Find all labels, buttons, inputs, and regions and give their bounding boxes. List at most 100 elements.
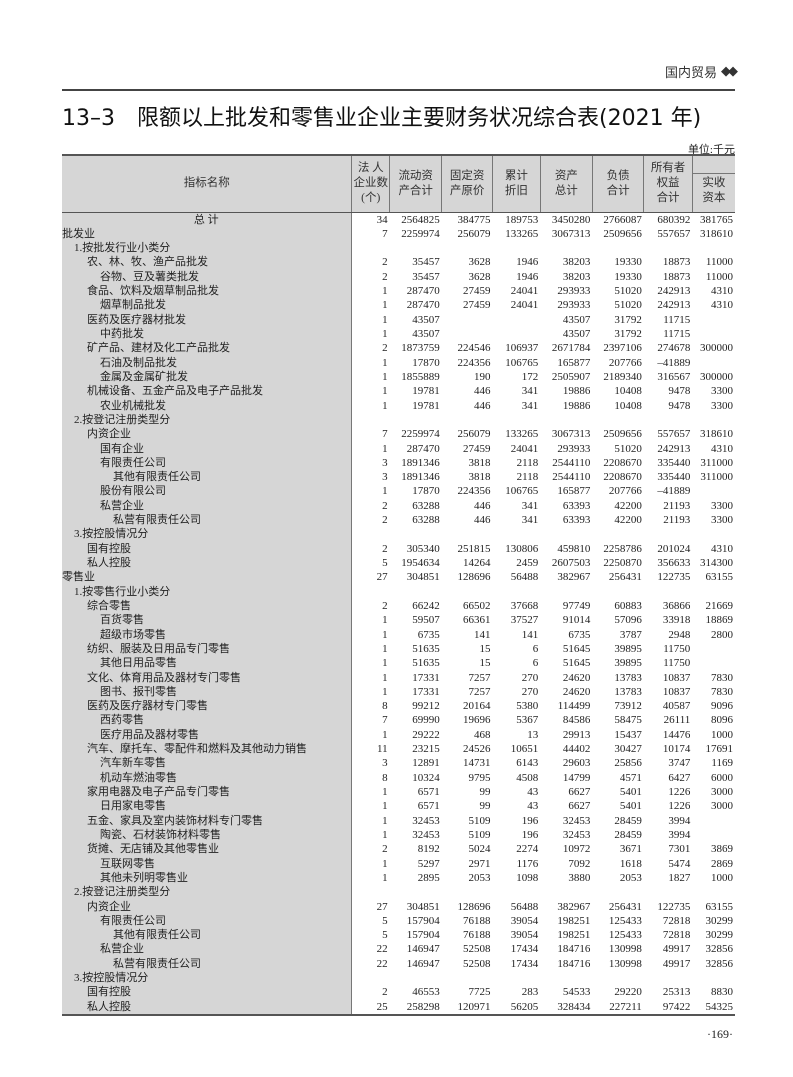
cell-paid-in-capital: 3300	[711, 385, 733, 398]
cell-owners-equity: 33918	[662, 614, 691, 627]
cell-liabilities: 51020	[614, 285, 642, 298]
cell-owners-equity: 25313	[662, 986, 691, 999]
cell-fixed-assets: 14731	[462, 757, 491, 770]
cell-legal-entities: 1	[382, 857, 388, 870]
cell-total-assets: 293933	[557, 285, 591, 298]
cell-paid-in-capital: 311000	[700, 471, 733, 484]
cell-owners-equity: 11750	[663, 642, 691, 655]
row-label: 文化、体育用品及器材专门零售	[62, 670, 353, 685]
cell-owners-equity: 72818	[662, 914, 691, 927]
cell-depreciation: 141	[521, 628, 539, 641]
cell-current-assets: 8192	[417, 843, 440, 856]
cell-paid-in-capital: 3300	[711, 399, 733, 412]
cell-paid-in-capital: 1000	[711, 871, 733, 884]
cell-fixed-assets: 2971	[468, 857, 491, 870]
cell-current-assets: 69990	[412, 714, 440, 727]
row-label: 3.按控股情况分	[62, 971, 353, 986]
cell-current-assets: 17331	[412, 685, 440, 698]
cell-owners-equity: 122735	[657, 900, 691, 913]
cell-fixed-assets	[442, 241, 493, 255]
cell-liabilities: 13783	[614, 671, 642, 684]
cell-total-assets: 293933	[557, 299, 591, 312]
cell-depreciation	[492, 585, 540, 599]
cell-current-assets: 287470	[406, 299, 440, 312]
cell-paid-in-capital: 11000	[705, 270, 733, 283]
cell-current-assets: 305340	[406, 542, 440, 555]
cell-total-assets: 6627	[568, 786, 591, 798]
row-label: 农业机械批发	[62, 398, 353, 413]
cell-owners-equity	[644, 413, 693, 427]
cell-owners-equity: 5474	[668, 857, 691, 870]
cell-legal-entities: 2	[382, 270, 388, 283]
cell-depreciation: 6	[532, 642, 539, 655]
cell-current-assets	[390, 527, 442, 541]
cell-owners-equity: 242913	[657, 285, 691, 298]
cell-liabilities: 2053	[619, 871, 642, 884]
cell-depreciation	[492, 313, 540, 327]
table-row: 超级市场零售 1 6735 141 141 6735 3787 2948 2800	[62, 627, 735, 642]
cell-depreciation: 10651	[510, 743, 539, 756]
cell-paid-in-capital: 300000	[700, 342, 733, 355]
cell-paid-in-capital: 381765	[700, 213, 733, 226]
table-row: 医药及医疗器材专门零售 8 99212 20164 5380 114499 73912 405…	[62, 699, 735, 714]
cell-legal-entities: 8	[382, 771, 388, 784]
cell-legal-entities: 1	[382, 685, 388, 698]
table-row: 矿产品、建材及化工产品批发 2 1873759 224546 106937 2671784…	[62, 341, 735, 356]
cell-depreciation: 56488	[510, 900, 539, 913]
cell-owners-equity: 18873	[662, 256, 691, 269]
cell-total-assets	[540, 971, 592, 985]
cell-liabilities: 19330	[614, 256, 642, 269]
cell-fixed-assets: 20164	[462, 700, 491, 713]
row-label: 图书、报刊零售	[62, 684, 353, 700]
row-label: 汽车新车零售	[62, 756, 353, 771]
financial-table: 指标名称 法 人企业数 (个) 流动资 产合计 固定资 产原价 累计 折旧 资产 总计 负…	[62, 154, 735, 1017]
cell-owners-equity: 26111	[663, 714, 691, 727]
table-row: 零售业 27 304851 128696 56488 382967 256431 122735…	[62, 570, 735, 585]
cell-fixed-assets	[442, 585, 493, 599]
cell-total-assets: 43507	[562, 313, 591, 326]
table-row: 百货零售 1 59507 66361 37527 91014 57096 33918 18869	[62, 613, 735, 628]
cell-total-assets: 32453	[562, 814, 591, 827]
cell-total-assets: 91014	[562, 614, 591, 627]
cell-liabilities: 29220	[614, 986, 642, 999]
cell-current-assets: 63288	[412, 514, 440, 527]
row-label: 西药零售	[62, 713, 353, 728]
diamond-icon: ◆◆	[721, 64, 738, 79]
cell-legal-entities: 2	[382, 843, 388, 856]
cell-current-assets: 17331	[412, 671, 440, 684]
cell-fixed-assets: 468	[473, 728, 491, 741]
cell-owners-equity: 242913	[657, 442, 691, 455]
cell-liabilities: 2208670	[603, 456, 642, 469]
cell-current-assets: 32453	[412, 814, 440, 827]
table-row: 机动车燃油零售 8 10324 9795 4508 14799 4571 6427 6000	[62, 770, 735, 785]
row-label: 1.按批发行业小类分	[62, 241, 353, 256]
row-label: 综合零售	[62, 598, 353, 614]
cell-legal-entities: 8	[382, 700, 388, 713]
table-row: 其他有限责任公司 3 1891346 3818 2118 2544110 2208670 33…	[62, 470, 735, 485]
cell-owners-equity: 680392	[657, 213, 691, 226]
table-row: 私营企业 2 63288 446 341 63393 42200 21193 3300	[62, 498, 735, 514]
row-label: 有限责任公司	[62, 913, 353, 929]
cell-total-assets: 3067313	[551, 227, 591, 240]
table-row: 石油及制品批发 1 17870 224356 106765 165877 207766 –41…	[62, 355, 735, 370]
cell-owners-equity: 1226	[668, 786, 691, 798]
cell-current-assets: 2895	[417, 871, 440, 884]
cell-liabilities: 13783	[614, 685, 642, 698]
cell-current-assets: 1954634	[401, 557, 440, 569]
table-row: 汽车、摩托车、零配件和燃料及其他动力销售 11 23215 24526 10651 444…	[62, 742, 735, 757]
cell-owners-equity	[644, 885, 693, 899]
cell-total-assets: 6627	[568, 800, 591, 813]
table-row: 纺织、服装及日用品专门零售 1 51635 15 6 51645 39895 11750	[62, 641, 735, 657]
row-label: 内资企业	[62, 427, 353, 442]
row-label: 内资企业	[62, 899, 353, 914]
cell-fixed-assets: 3818	[468, 456, 491, 469]
cell-legal-entities: 5	[382, 914, 388, 927]
table-row: 五金、家具及室内装饰材料专门零售 1 32453 5109 196 32453 28459 3…	[62, 813, 735, 828]
cell-paid-in-capital: 3300	[711, 499, 733, 512]
cell-legal-entities: 1	[382, 313, 388, 326]
cell-total-assets: 84586	[562, 714, 591, 727]
unit-label: 单位:千元	[687, 144, 735, 156]
cell-total-assets: 165877	[557, 356, 591, 369]
row-label: 2.按登记注册类型分	[62, 885, 353, 900]
cell-total-assets: 114499	[557, 700, 591, 713]
